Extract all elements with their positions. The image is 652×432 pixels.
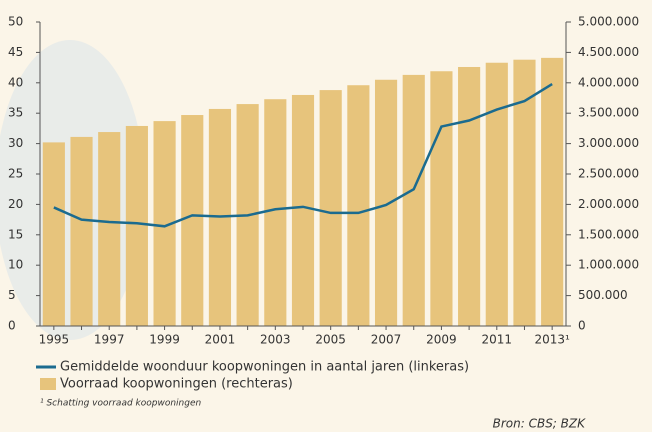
y-tick-label: 40 — [8, 75, 23, 89]
bar — [485, 62, 508, 327]
legend-swatch — [40, 378, 56, 390]
bar — [513, 59, 536, 327]
bar — [42, 142, 65, 326]
legend-label: Voorraad koopwoningen (rechteras) — [60, 377, 293, 392]
bar — [98, 132, 121, 326]
x-tick-label: 1999 — [149, 333, 180, 347]
y2-tick-label: 2.000.000 — [578, 197, 639, 211]
bar — [291, 94, 315, 327]
y-tick-label: 5 — [8, 288, 16, 302]
x-tick-label: 2003 — [260, 333, 291, 347]
y2-tick-label: 3.000.000 — [578, 136, 639, 150]
y-tick-label: 10 — [8, 258, 23, 272]
y-tick-label: 35 — [8, 106, 23, 120]
bar — [153, 121, 176, 326]
bar — [181, 115, 204, 326]
y2-tick-label: 3.500.000 — [578, 106, 639, 120]
y2-tick-label: 4.000.000 — [578, 75, 639, 89]
bar — [319, 90, 342, 326]
x-tick-label: 1997 — [94, 333, 125, 347]
y-tick-label: 15 — [8, 227, 23, 241]
y-tick-label: 0 — [8, 319, 16, 333]
x-tick-label: 2011 — [482, 333, 513, 347]
x-tick-label: 2007 — [371, 333, 402, 347]
y2-tick-label: 2.500.000 — [578, 167, 639, 181]
y-tick-label: 20 — [8, 197, 23, 211]
y2-tick-label: 500.000 — [578, 288, 628, 302]
bar — [125, 125, 148, 326]
source: Bron: CBS; BZK — [493, 417, 587, 431]
y-tick-label: 30 — [8, 136, 23, 150]
y2-tick-label: 4.500.000 — [578, 45, 639, 59]
x-tick-label: 2005 — [315, 333, 346, 347]
x-tick-label: 2001 — [205, 333, 236, 347]
bar — [541, 57, 564, 326]
bar — [402, 74, 425, 327]
y-tick-label: 45 — [8, 45, 23, 59]
bar — [70, 136, 93, 326]
y2-tick-label: 1.500.000 — [578, 227, 639, 241]
x-tick-label: 1995 — [39, 333, 70, 347]
footnote: ¹ Schatting voorraad koopwoningen — [40, 399, 201, 409]
y2-tick-label: 0 — [578, 319, 586, 333]
x-tick-label: 2013¹ — [534, 333, 570, 347]
y2-tick-label: 1.000.000 — [578, 258, 639, 272]
y2-tick-label: 5.000.000 — [578, 15, 639, 29]
bar — [347, 85, 370, 327]
x-tick-label: 2009 — [426, 333, 457, 347]
legend-label: Gemiddelde woonduur koopwoningen in aant… — [60, 360, 469, 375]
bar — [430, 71, 453, 326]
bar — [458, 66, 481, 326]
line — [53, 82, 553, 228]
bar — [374, 79, 398, 326]
y-tick-label: 25 — [8, 167, 23, 181]
bar — [264, 99, 287, 326]
y-tick-label: 50 — [8, 15, 23, 29]
